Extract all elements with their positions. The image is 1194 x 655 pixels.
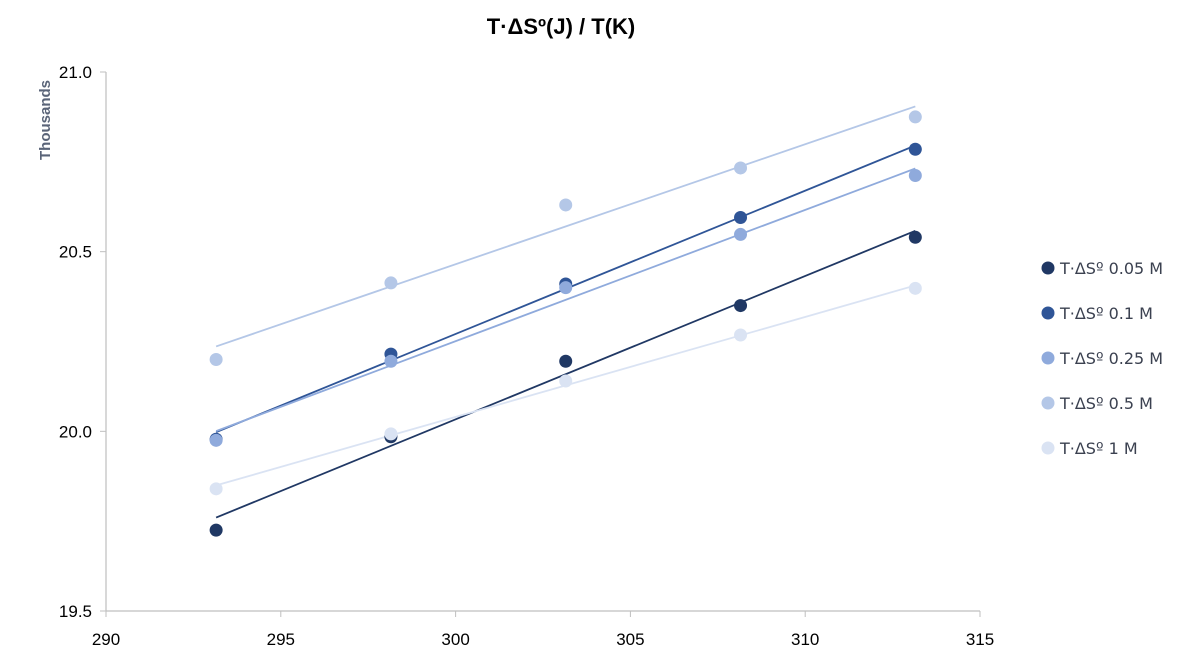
- x-tick-label: 290: [92, 630, 120, 649]
- y-tick-label: 20.0: [59, 422, 92, 441]
- legend-marker: [1042, 262, 1055, 275]
- legend: T·ΔSº 0.05 M T·ΔSº 0.1 M T·ΔSº 0.25 M T·ΔSº…: [1042, 259, 1164, 458]
- legend-marker: [1042, 352, 1055, 365]
- data-point: [734, 211, 747, 224]
- data-point: [384, 355, 397, 368]
- data-points: [210, 110, 922, 536]
- chart-title: T·ΔSº(J) / T(K): [487, 14, 636, 39]
- legend-label: T·ΔSº 1 M: [1059, 439, 1138, 458]
- x-tick-label: 315: [966, 630, 994, 649]
- data-point: [210, 482, 223, 495]
- y-tick-label: 21.0: [59, 63, 92, 82]
- data-point: [909, 231, 922, 244]
- x-tick-label: 305: [616, 630, 644, 649]
- trendline: [216, 106, 915, 346]
- data-point: [734, 228, 747, 241]
- trendline: [216, 231, 915, 518]
- data-point: [734, 329, 747, 342]
- data-point: [210, 434, 223, 447]
- data-point: [559, 375, 572, 388]
- y-tick-label: 19.5: [59, 602, 92, 621]
- legend-marker: [1042, 307, 1055, 320]
- data-point: [559, 198, 572, 211]
- data-point: [909, 169, 922, 182]
- x-tick-labels: 290 295 300 305 310 315: [92, 611, 994, 649]
- data-point: [909, 143, 922, 156]
- y-tick-labels: 19.5 20.0 20.5 21.0: [59, 63, 106, 621]
- legend-marker: [1042, 397, 1055, 410]
- data-point: [909, 282, 922, 295]
- legend-label: T·ΔSº 0.25 M: [1059, 349, 1163, 368]
- y-axis-title: Thousands: [37, 80, 54, 160]
- data-point: [734, 161, 747, 174]
- data-point: [384, 276, 397, 289]
- x-tick-label: 295: [267, 630, 295, 649]
- data-point: [734, 299, 747, 312]
- data-point: [909, 110, 922, 123]
- data-point: [559, 281, 572, 294]
- x-tick-label: 300: [441, 630, 469, 649]
- y-tick-label: 20.5: [59, 243, 92, 262]
- data-point: [210, 524, 223, 537]
- data-point: [210, 353, 223, 366]
- axes: [106, 72, 980, 611]
- legend-label: T·ΔSº 0.1 M: [1059, 304, 1153, 323]
- data-point: [559, 355, 572, 368]
- legend-label: T·ΔSº 0.05 M: [1059, 259, 1163, 278]
- data-point: [384, 427, 397, 440]
- legend-marker: [1042, 442, 1055, 455]
- legend-label: T·ΔSº 0.5 M: [1059, 394, 1153, 413]
- x-tick-label: 310: [791, 630, 819, 649]
- trendlines: [216, 106, 915, 517]
